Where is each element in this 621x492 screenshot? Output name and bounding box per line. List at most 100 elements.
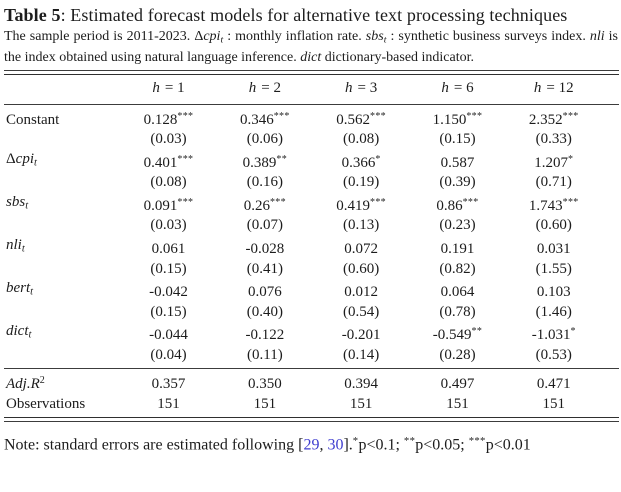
bracket: [ [298, 436, 304, 454]
coef-value: 0.012 [344, 284, 379, 301]
se-cell: (0.15) [439, 131, 476, 148]
empty-label-cell [4, 216, 120, 236]
h-value: = 2 [261, 80, 281, 97]
stat-cell: 0.357 [120, 368, 217, 395]
stat-cell: 151 [446, 395, 469, 412]
se-cell: (0.13) [343, 217, 380, 234]
table-title: Table 5: Estimated forecast models for a… [4, 5, 618, 26]
coef-row-constant: Constant 0.128*** 0.346*** 0.562*** 1.15… [4, 104, 619, 130]
var-subscript: t [33, 157, 37, 169]
coef-row-sbs: sbst 0.091*** 0.26*** 0.419*** 0.86*** 1… [4, 193, 619, 217]
se-cell: (0.78) [439, 303, 476, 320]
stat-cell: 151 [253, 395, 277, 412]
se-cell: (0.03) [150, 131, 187, 148]
coef-value: 0.072 [344, 241, 379, 257]
se-cell: (0.04) [150, 346, 187, 363]
row-label-constant: Constant [6, 111, 60, 128]
coef-value: 0.103 [536, 284, 571, 301]
row-label-observations: Observations [6, 395, 86, 412]
h-value: = 3 [357, 80, 378, 97]
column-header-h12: h = 12 [505, 74, 602, 105]
se-row-dict: (0.04) (0.11) (0.14) (0.28) (0.53) [4, 346, 619, 369]
coef-value: 0.064 [440, 284, 475, 301]
header-empty-cell [4, 74, 121, 105]
results-table: h = 1 h = 2 h = 3 h = 6 h = 12 Constant 0.128… [4, 74, 619, 419]
citation-link-29[interactable]: 29 [303, 436, 320, 454]
caption-var-cpi: cpi [203, 29, 221, 44]
significance-stars: *** [562, 110, 579, 122]
h-var: h [345, 80, 353, 97]
delta-symbol: Δ [194, 29, 204, 44]
se-cell: (0.82) [439, 260, 476, 277]
table-title-text: : Estimated forecast models for alternat… [60, 5, 568, 25]
coef-cell: -0.028 [217, 236, 313, 260]
coef-value: 0.389 [242, 154, 277, 171]
table-caption: The sample period is 2011-2023. Δcpit : … [4, 28, 618, 66]
coef-cell: 0.076 [217, 279, 313, 303]
coef-cell: 1.207* [506, 150, 602, 174]
coef-cell: 0.128*** [120, 104, 216, 130]
coef-cell: 0.346*** [217, 104, 313, 130]
se-cell: (0.54) [343, 303, 380, 320]
se-cell: (0.16) [246, 174, 283, 191]
coef-cell: 0.366* [313, 150, 409, 174]
coef-cell: 0.86*** [409, 193, 505, 217]
coef-value: 0.061 [151, 241, 186, 257]
coef-cell: 0.031 [506, 236, 602, 260]
empty-label-cell [4, 173, 120, 193]
stat-cell: 151 [542, 395, 566, 412]
spacer-cell [602, 236, 619, 260]
empty-label-cell [4, 303, 120, 323]
stat-cell: 0.497 [409, 368, 506, 395]
column-header-h2: h = 2 [216, 74, 313, 105]
significance-stars: *** [273, 110, 290, 122]
coef-row-bert: bertt -0.042 0.076 0.012 0.064 0.103 [4, 279, 619, 303]
stat-name: Adj.R [6, 376, 40, 393]
row-label-nli: nlit [4, 236, 120, 260]
caption-text: : monthly inflation rate. [223, 29, 366, 44]
coef-value: -0.044 [149, 327, 188, 344]
coef-value: 0.091 [143, 197, 178, 214]
spacer-cell [602, 395, 619, 418]
coef-cell: 0.587 [409, 150, 505, 174]
coef-cell: 0.389** [217, 150, 313, 174]
spacer-cell [602, 216, 619, 236]
empty-label-cell [4, 346, 120, 369]
note-text: , [319, 436, 328, 454]
var-name: dict [6, 323, 29, 340]
se-cell: (0.41) [246, 260, 283, 277]
column-header-h1: h = 1 [120, 74, 217, 105]
significance-stars: *** [562, 196, 579, 208]
significance-stars: *** [269, 196, 286, 208]
h-value: = 1 [164, 80, 185, 97]
h-var: h [441, 80, 449, 97]
coef-row-nli: nlit 0.061 -0.028 0.072 0.191 0.031 [4, 236, 619, 260]
column-header-h3: h = 3 [313, 74, 410, 105]
coef-cell: 0.072 [313, 236, 409, 260]
se-cell: (0.28) [439, 346, 476, 363]
row-label-dict: dictt [4, 322, 120, 346]
citation-link-30[interactable]: 30 [327, 436, 344, 454]
spacer-cell [602, 130, 619, 150]
caption-var-nli: nli [589, 29, 605, 44]
paper-page: Table 5: Estimated forecast models for a… [4, 5, 619, 454]
var-subscript: t [30, 287, 34, 299]
se-cell: (0.11) [247, 346, 283, 363]
stat-cell: 0.350 [216, 368, 313, 395]
se-cell: (0.06) [246, 131, 283, 148]
coef-value: -0.549 [432, 327, 472, 344]
se-cell: (0.15) [150, 260, 187, 277]
se-cell: (0.33) [535, 131, 572, 148]
coef-value: -1.031 [531, 327, 571, 344]
caption-text: dictionary-based indicator. [321, 49, 475, 65]
significance-stars: ** [403, 435, 416, 448]
significance-stars: *** [462, 196, 479, 208]
coef-value: -0.122 [245, 327, 285, 344]
se-cell: (0.60) [535, 217, 572, 234]
coef-value: 0.419 [336, 197, 371, 214]
caption-text: is the index obtained using natural lang… [4, 29, 618, 65]
stat-row-observations: Observations 151 151 151 151 151 [4, 395, 619, 418]
h-var: h [248, 80, 257, 97]
coef-cell: 1.743*** [506, 193, 602, 217]
stat-cell: 151 [157, 395, 180, 412]
